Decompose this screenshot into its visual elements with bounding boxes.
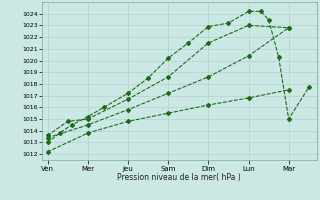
X-axis label: Pression niveau de la mer( hPa ): Pression niveau de la mer( hPa ) <box>117 173 241 182</box>
